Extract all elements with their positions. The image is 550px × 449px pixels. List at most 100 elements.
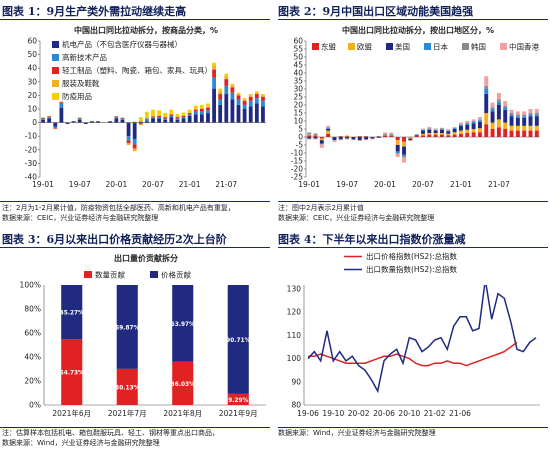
bar-segment xyxy=(61,339,83,405)
bar-segment xyxy=(126,143,131,146)
bar-segment xyxy=(236,99,241,105)
bar-segment xyxy=(503,101,508,106)
bar-segment xyxy=(116,285,138,369)
bar-segment xyxy=(471,132,476,137)
bar-segment xyxy=(528,109,533,113)
x-tick-label: 19-01 xyxy=(298,180,320,189)
bar-segment xyxy=(402,154,406,157)
y-tick-label: 50 xyxy=(27,50,37,59)
bar-segment xyxy=(408,140,413,141)
bar-segment xyxy=(230,87,235,93)
bar-segment xyxy=(515,114,520,117)
bar-segment xyxy=(528,130,533,137)
bar-segment xyxy=(402,146,406,155)
legend-label: 轻工制品（塑料、陶瓷、箱包、家具、玩具） xyxy=(62,65,212,75)
bar-segment xyxy=(357,140,362,141)
bar-segment xyxy=(212,77,216,89)
bar-segment xyxy=(458,125,463,131)
bar-segment xyxy=(206,107,210,111)
y-tick-label: 20 xyxy=(293,101,303,110)
x-tick-label: 20-01 xyxy=(105,180,127,189)
y-tick-label: 80% xyxy=(24,305,41,314)
bar-segment xyxy=(421,130,425,134)
bar-segment xyxy=(254,94,259,99)
bar-segment xyxy=(433,129,438,131)
title-rule xyxy=(278,247,548,248)
bar-segment xyxy=(509,109,514,113)
bar-segment xyxy=(53,126,58,129)
data-label: 90.71% xyxy=(226,338,250,344)
bar-segment xyxy=(496,119,501,128)
y-tick-label: -25 xyxy=(291,173,303,182)
bar-segment xyxy=(47,118,52,123)
bar-segment xyxy=(163,113,168,118)
chart-3: 出口量价贡献拆分 0% 20% 40% 60% 80% 100% 54.73% 45.27% 2… xyxy=(20,253,266,418)
bar-segment xyxy=(326,129,331,131)
legend-swatch xyxy=(52,54,59,61)
bar-segment xyxy=(126,136,131,141)
bar-segment xyxy=(465,121,470,123)
bar-segment xyxy=(236,95,241,100)
notes-rule xyxy=(278,427,548,428)
bar-segment xyxy=(338,136,343,137)
bar-segment xyxy=(446,135,451,137)
y-tick-label: 55 xyxy=(293,45,303,54)
legend-swatch xyxy=(150,271,158,278)
bar-segment xyxy=(534,114,539,117)
bar-segment xyxy=(151,117,155,119)
bar-segment xyxy=(440,129,444,130)
y-tick-label: 110 xyxy=(287,331,302,340)
legend-swatch xyxy=(500,43,507,50)
title-rule xyxy=(0,19,270,20)
bar-segment xyxy=(59,101,64,103)
bar-segment xyxy=(402,141,406,147)
bar-segment xyxy=(199,104,204,108)
bar-segment xyxy=(446,133,451,136)
bar-segment xyxy=(433,134,438,137)
x-tick-label: 21-07 xyxy=(488,180,510,189)
bar-segment xyxy=(248,100,253,107)
bar-segment xyxy=(261,95,265,97)
legend-label: 美国 xyxy=(395,42,410,52)
x-tick-label: 21-07 xyxy=(215,180,237,189)
bar-segment xyxy=(326,133,331,137)
bar-segment xyxy=(484,113,489,125)
bar-segment xyxy=(503,122,508,129)
plot-top-mask xyxy=(305,249,541,285)
bar-segment xyxy=(446,130,451,132)
legend-label: 韩国 xyxy=(471,42,486,52)
bar-segment xyxy=(490,129,495,137)
panel-title: 图表 3：6月以来出口价格贡献经历2次上台阶 xyxy=(2,233,227,246)
bar-segment xyxy=(433,133,438,135)
note-line-1: 数据来源：Wind，兴业证券经济与金融研究院整理 xyxy=(278,429,436,437)
y-tick-label: 50 xyxy=(293,53,303,62)
bar-segment xyxy=(465,129,470,133)
bar-segment xyxy=(351,139,356,141)
note-line-1: 注：图中2月表示2月累计值 xyxy=(278,204,364,212)
y-tick-label: 10 xyxy=(293,117,303,126)
bar-segment xyxy=(503,107,508,110)
legend-swatch xyxy=(52,80,59,87)
y-tick-label: -10 xyxy=(25,132,37,141)
panel-title: 图表 4：下半年以来出口指数价涨量减 xyxy=(278,233,466,246)
bar-segment xyxy=(522,114,527,117)
legend-swatch xyxy=(462,43,469,50)
bar-segment xyxy=(433,130,438,133)
bar-segment xyxy=(326,128,331,129)
x-tick-label: 19-06 xyxy=(297,409,319,418)
bar-segment xyxy=(395,153,400,154)
y-tick-label: -20 xyxy=(25,145,37,154)
bar-segment xyxy=(458,124,463,125)
bar-segment xyxy=(383,132,388,134)
bar-segment xyxy=(114,116,119,118)
bar-segment xyxy=(421,133,425,136)
bar-segment xyxy=(61,285,83,340)
bar-segment xyxy=(187,115,192,123)
bar-segment xyxy=(522,130,527,137)
y-tick-label: 10 xyxy=(27,105,37,114)
bar-segment xyxy=(224,73,229,77)
bar-segment xyxy=(218,94,223,100)
x-tick-label: 19-07 xyxy=(336,180,358,189)
data-label: 36.03% xyxy=(171,382,195,388)
bar-segment xyxy=(261,100,265,107)
